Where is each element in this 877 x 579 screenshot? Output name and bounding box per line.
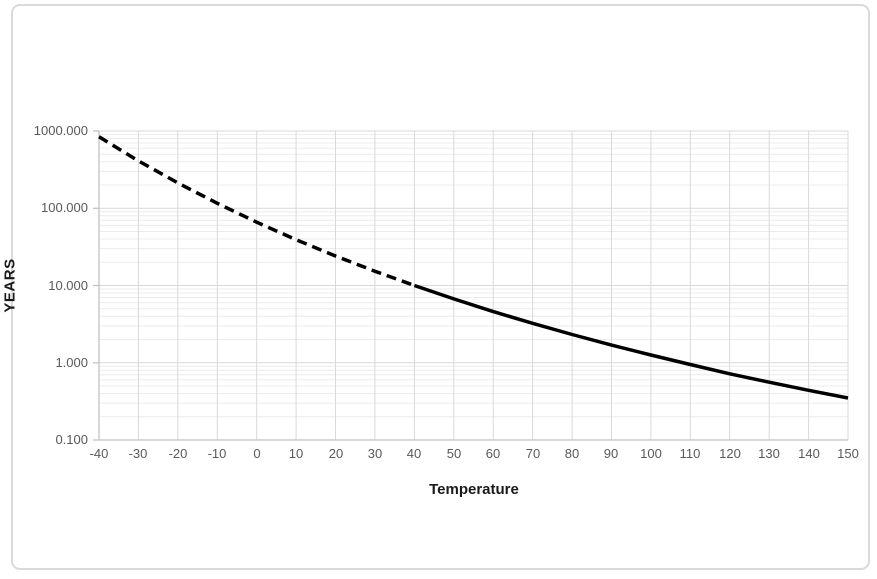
y-tick-label: 100.000 <box>41 200 88 215</box>
x-axis-title: Temperature <box>429 481 519 498</box>
x-tick-label: -10 <box>207 446 227 461</box>
chart-frame <box>11 4 870 570</box>
axis-lines <box>93 130 848 441</box>
x-tick-label: 90 <box>603 446 619 461</box>
y-tick-label: 0.100 <box>55 432 88 447</box>
x-tick-label: 120 <box>719 446 741 461</box>
x-tick-label: 30 <box>367 446 383 461</box>
x-tick-label: 60 <box>485 446 501 461</box>
y-tick-label: 10.000 <box>48 278 88 293</box>
x-tick-label: 100 <box>640 446 662 461</box>
x-tick-label: 10 <box>288 446 304 461</box>
x-tick-label: 70 <box>525 446 541 461</box>
curve-solid-segment <box>413 283 849 400</box>
y-tick-label: 1000.000 <box>33 123 88 138</box>
y-axis-title: YEARS <box>1 258 19 313</box>
curve-dashed-segment <box>98 135 415 288</box>
x-tick-label: 0 <box>253 446 261 461</box>
x-tick-label: -30 <box>128 446 148 461</box>
gridlines-vertical <box>98 131 849 440</box>
x-tick-label: -40 <box>89 446 109 461</box>
x-tick-label: 20 <box>328 446 344 461</box>
y-tick-label: 1.000 <box>55 355 88 370</box>
x-tick-label: 80 <box>564 446 580 461</box>
x-tick-label: -20 <box>168 446 188 461</box>
x-tick-label: 140 <box>798 446 820 461</box>
x-tick-label: 110 <box>679 446 701 461</box>
x-tick-label: 40 <box>406 446 422 461</box>
life-curve <box>98 135 849 400</box>
x-tick-label: 50 <box>446 446 462 461</box>
gridlines-minor <box>99 134 848 418</box>
x-tick-label: 150 <box>837 446 859 461</box>
x-tick-label: 130 <box>758 446 780 461</box>
